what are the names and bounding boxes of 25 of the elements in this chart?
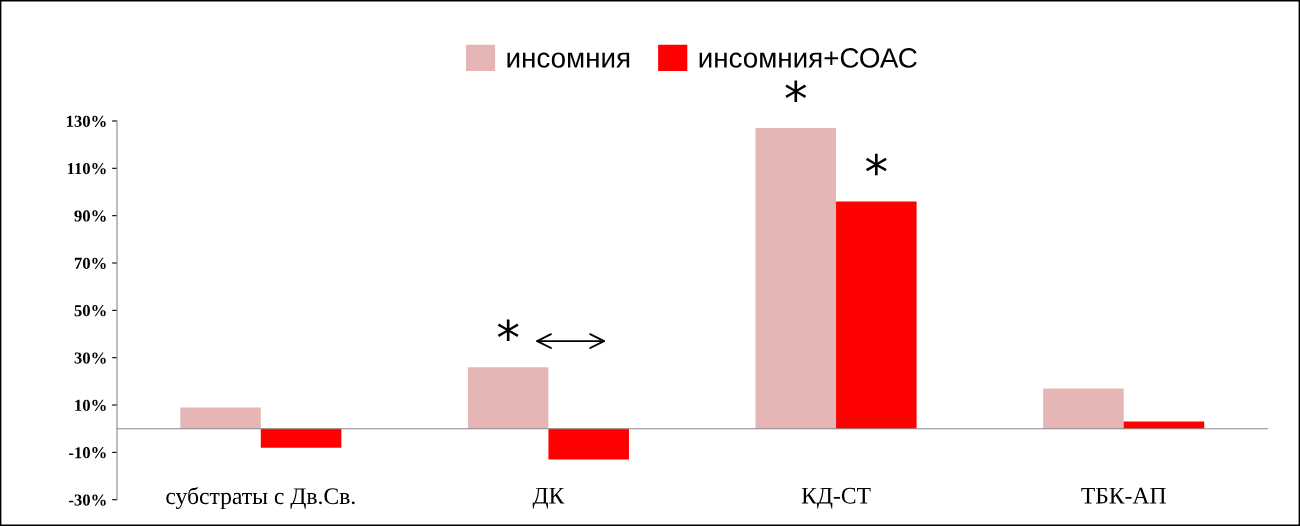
y-tick-label: 10% <box>75 399 106 412</box>
legend-label: инсомния <box>507 52 630 68</box>
annotation: * <box>785 80 807 102</box>
y-tick-label: 30% <box>74 352 106 364</box>
bar <box>467 367 549 429</box>
bar <box>836 201 917 429</box>
y-tick-label: -10% <box>69 447 106 459</box>
legend-label: инсомния+СОАС <box>699 48 917 68</box>
annotation: * <box>865 153 887 176</box>
x-tick-label: субстраты с Дв.Св. <box>166 487 355 510</box>
bar <box>260 428 342 448</box>
y-tick-label: -30% <box>69 494 106 506</box>
x-tick-label: ТБК-АП <box>1081 487 1166 504</box>
bar <box>548 428 629 460</box>
y-tick-label: 90% <box>74 210 106 222</box>
annotation: * <box>497 319 519 342</box>
y-tick-label: 70% <box>74 257 106 269</box>
y-tick-label: 130% <box>66 115 106 127</box>
y-tick-label: 50% <box>74 305 106 317</box>
x-tick-label: КД-СТ <box>801 487 871 509</box>
y-tick-label: 110% <box>67 163 106 175</box>
bar <box>180 407 261 429</box>
bar <box>1043 388 1124 429</box>
x-tick-label: ДК <box>532 487 565 509</box>
bar <box>755 128 837 429</box>
